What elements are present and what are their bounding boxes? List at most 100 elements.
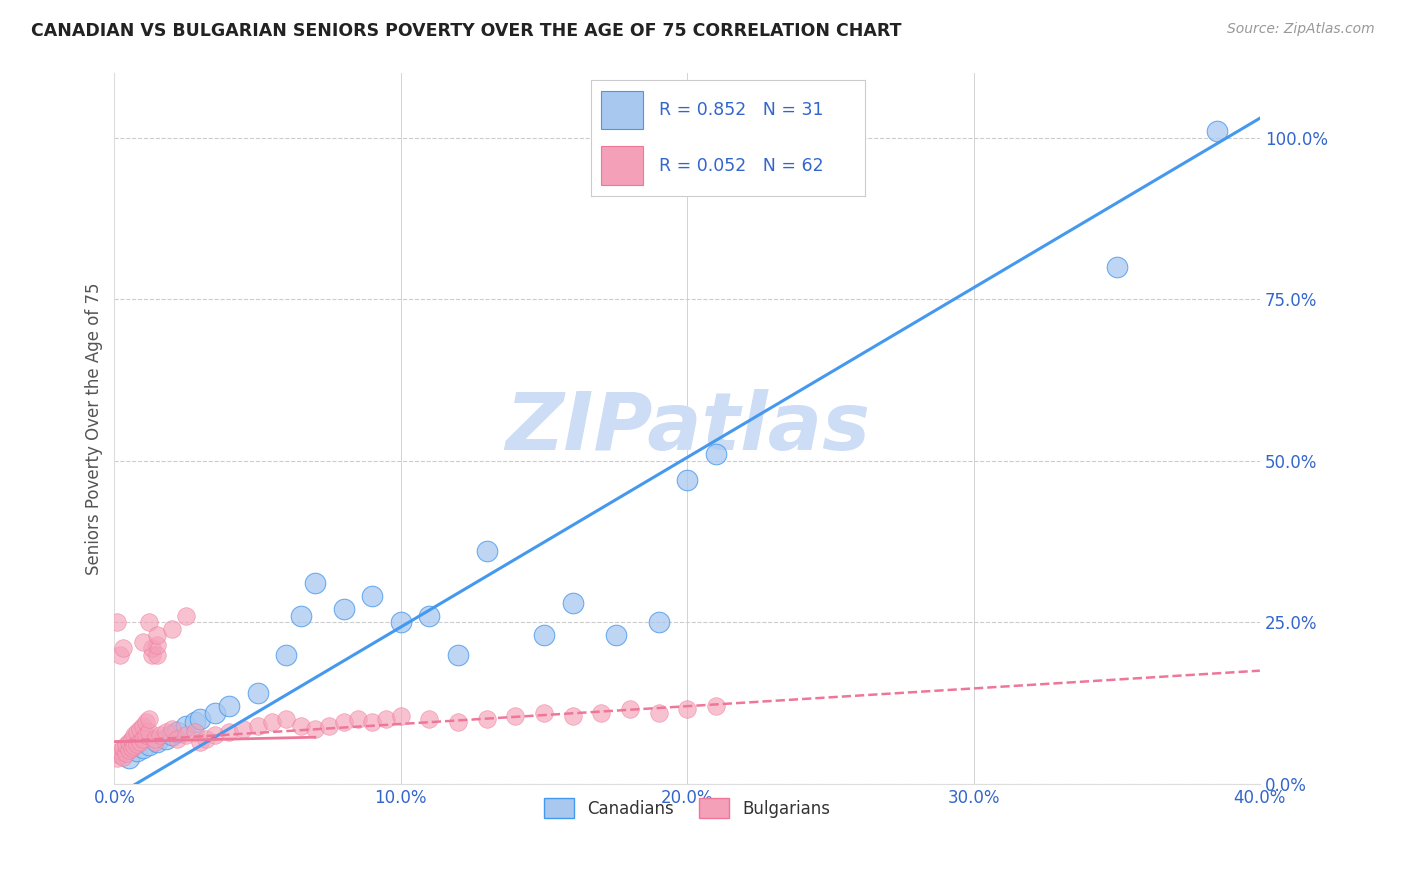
Point bbox=[183, 715, 205, 730]
Point bbox=[127, 737, 149, 751]
Point bbox=[346, 712, 368, 726]
Point bbox=[135, 715, 157, 730]
Point bbox=[108, 747, 131, 762]
Point bbox=[475, 712, 498, 726]
Legend: Canadians, Bulgarians: Canadians, Bulgarians bbox=[537, 791, 837, 825]
Point bbox=[332, 602, 354, 616]
Point bbox=[591, 706, 613, 720]
Point bbox=[146, 638, 169, 652]
Point bbox=[447, 715, 470, 730]
Point bbox=[146, 648, 169, 662]
Point bbox=[676, 473, 699, 487]
Point bbox=[475, 544, 498, 558]
Point bbox=[276, 648, 298, 662]
Point bbox=[218, 699, 240, 714]
Point bbox=[318, 718, 340, 732]
Point bbox=[166, 725, 188, 739]
Point bbox=[108, 648, 131, 662]
Point bbox=[188, 735, 211, 749]
Point bbox=[121, 741, 143, 756]
Y-axis label: Seniors Poverty Over the Age of 75: Seniors Poverty Over the Age of 75 bbox=[86, 282, 103, 574]
FancyBboxPatch shape bbox=[602, 146, 643, 185]
Point bbox=[118, 743, 141, 757]
Point bbox=[533, 706, 555, 720]
Point bbox=[418, 608, 440, 623]
Point bbox=[124, 728, 146, 742]
Point bbox=[166, 731, 188, 746]
Point bbox=[105, 615, 128, 630]
Point bbox=[132, 731, 155, 746]
Point bbox=[361, 715, 384, 730]
Point bbox=[418, 712, 440, 726]
Point bbox=[375, 712, 398, 726]
Point bbox=[141, 648, 163, 662]
Text: CANADIAN VS BULGARIAN SENIORS POVERTY OVER THE AGE OF 75 CORRELATION CHART: CANADIAN VS BULGARIAN SENIORS POVERTY OV… bbox=[31, 22, 901, 40]
Point bbox=[138, 725, 160, 739]
Point bbox=[127, 725, 149, 739]
Point bbox=[132, 718, 155, 732]
Point bbox=[246, 686, 269, 700]
Point bbox=[276, 712, 298, 726]
Point bbox=[115, 746, 138, 760]
Point bbox=[111, 641, 134, 656]
Text: ZIPatlas: ZIPatlas bbox=[505, 389, 870, 467]
Point bbox=[105, 751, 128, 765]
Point bbox=[115, 738, 138, 752]
Point bbox=[218, 725, 240, 739]
Point bbox=[647, 706, 669, 720]
Point bbox=[138, 738, 160, 752]
Point bbox=[260, 715, 283, 730]
Point bbox=[389, 709, 412, 723]
Point bbox=[155, 725, 177, 739]
Point bbox=[304, 722, 326, 736]
Point bbox=[204, 706, 226, 720]
Point bbox=[118, 751, 141, 765]
Point bbox=[129, 722, 152, 736]
Point bbox=[1206, 124, 1229, 138]
Point bbox=[704, 699, 727, 714]
Point bbox=[146, 628, 169, 642]
Point bbox=[124, 739, 146, 754]
Point bbox=[561, 709, 583, 723]
Point bbox=[304, 576, 326, 591]
Point bbox=[135, 728, 157, 742]
Point bbox=[138, 712, 160, 726]
Point bbox=[138, 615, 160, 630]
Point bbox=[132, 634, 155, 648]
Text: Source: ZipAtlas.com: Source: ZipAtlas.com bbox=[1227, 22, 1375, 37]
Point bbox=[108, 744, 131, 758]
Point bbox=[1105, 260, 1128, 274]
Point bbox=[361, 590, 384, 604]
Point bbox=[605, 628, 627, 642]
Text: R = 0.852   N = 31: R = 0.852 N = 31 bbox=[659, 101, 824, 119]
Point bbox=[204, 728, 226, 742]
Point bbox=[533, 628, 555, 642]
Point bbox=[149, 728, 172, 742]
Point bbox=[619, 702, 641, 716]
Point bbox=[132, 741, 155, 756]
Point bbox=[118, 735, 141, 749]
Point bbox=[127, 744, 149, 758]
Point bbox=[704, 447, 727, 461]
Point bbox=[155, 731, 177, 746]
Point bbox=[121, 731, 143, 746]
Point bbox=[505, 709, 527, 723]
Text: R = 0.052   N = 62: R = 0.052 N = 62 bbox=[659, 156, 824, 175]
Point bbox=[232, 722, 254, 736]
Point bbox=[290, 608, 312, 623]
Point bbox=[332, 715, 354, 730]
Point bbox=[647, 615, 669, 630]
Point bbox=[389, 615, 412, 630]
Point bbox=[447, 648, 470, 662]
Point bbox=[143, 731, 166, 746]
Point bbox=[195, 731, 218, 746]
Point bbox=[174, 728, 197, 742]
Point bbox=[160, 622, 183, 636]
Point bbox=[174, 608, 197, 623]
Point bbox=[183, 725, 205, 739]
Point bbox=[111, 741, 134, 756]
Point bbox=[188, 712, 211, 726]
Point bbox=[676, 702, 699, 716]
FancyBboxPatch shape bbox=[602, 91, 643, 129]
Point bbox=[160, 728, 183, 742]
